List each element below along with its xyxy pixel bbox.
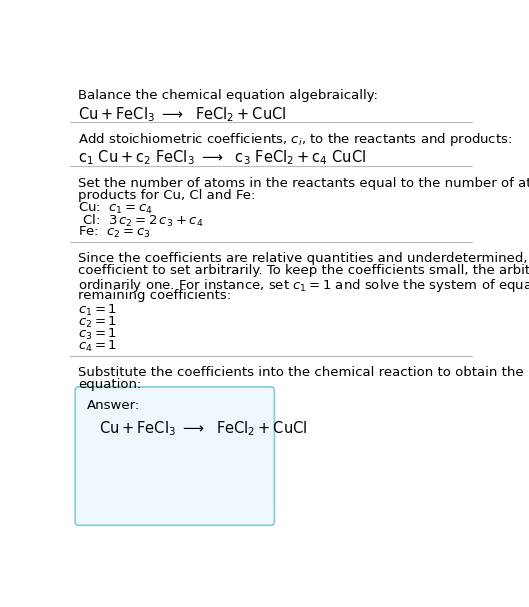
Text: Fe:  $c_2 = c_3$: Fe: $c_2 = c_3$ bbox=[78, 225, 151, 240]
Text: $c_2 = 1$: $c_2 = 1$ bbox=[78, 315, 117, 330]
Text: Cu:  $c_1 = c_4$: Cu: $c_1 = c_4$ bbox=[78, 201, 153, 216]
Text: $\mathrm{Cu + FeCl_3 \ \longrightarrow \ \ FeCl_2 + CuCl}$: $\mathrm{Cu + FeCl_3 \ \longrightarrow \… bbox=[78, 106, 287, 124]
Text: $\mathrm{Cu + FeCl_3 \ \longrightarrow \ \ FeCl_2 + CuCl}$: $\mathrm{Cu + FeCl_3 \ \longrightarrow \… bbox=[99, 419, 307, 438]
FancyBboxPatch shape bbox=[75, 387, 275, 525]
Text: $c_3 = 1$: $c_3 = 1$ bbox=[78, 327, 117, 342]
Text: Add stoichiometric coefficients, $c_i$, to the reactants and products:: Add stoichiometric coefficients, $c_i$, … bbox=[78, 131, 513, 148]
Text: ordinarily one. For instance, set $c_1 = 1$ and solve the system of equations fo: ordinarily one. For instance, set $c_1 =… bbox=[78, 277, 529, 294]
Text: Since the coefficients are relative quantities and underdetermined, choose a: Since the coefficients are relative quan… bbox=[78, 253, 529, 265]
Text: Answer:: Answer: bbox=[87, 399, 140, 412]
Text: $c_4 = 1$: $c_4 = 1$ bbox=[78, 339, 117, 354]
Text: $c_1 = 1$: $c_1 = 1$ bbox=[78, 303, 117, 318]
Text: $\mathrm{c_1\ Cu + c_2\ FeCl_3 \ \longrightarrow \ \ c_3\ FeCl_2 + c_4\ CuCl}$: $\mathrm{c_1\ Cu + c_2\ FeCl_3 \ \longri… bbox=[78, 149, 367, 168]
Text: Balance the chemical equation algebraically:: Balance the chemical equation algebraica… bbox=[78, 89, 378, 102]
Text: coefficient to set arbitrarily. To keep the coefficients small, the arbitrary va: coefficient to set arbitrarily. To keep … bbox=[78, 265, 529, 277]
Text: remaining coefficients:: remaining coefficients: bbox=[78, 289, 232, 302]
Text: Set the number of atoms in the reactants equal to the number of atoms in the: Set the number of atoms in the reactants… bbox=[78, 177, 529, 189]
Text: Substitute the coefficients into the chemical reaction to obtain the balanced: Substitute the coefficients into the che… bbox=[78, 366, 529, 379]
Text: Cl:  $3\,c_2 = 2\,c_3 + c_4$: Cl: $3\,c_2 = 2\,c_3 + c_4$ bbox=[78, 213, 204, 229]
Text: equation:: equation: bbox=[78, 378, 142, 391]
Text: products for Cu, Cl and Fe:: products for Cu, Cl and Fe: bbox=[78, 189, 256, 202]
